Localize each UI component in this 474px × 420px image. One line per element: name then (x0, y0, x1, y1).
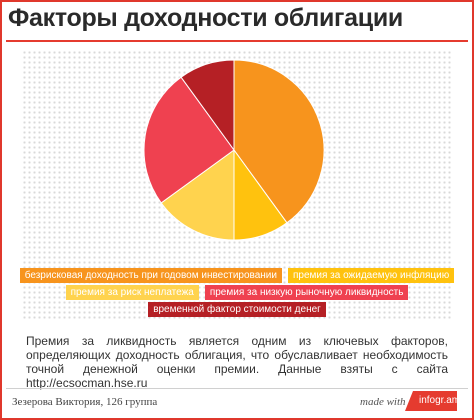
author-credit: Зезерова Виктория, 126 группа (12, 396, 158, 408)
title-divider (6, 40, 468, 42)
legend-row: премия за риск неплатежа премия за низку… (65, 285, 409, 300)
footer-divider (6, 388, 468, 389)
pie-slice-risk-free[interactable] (233, 59, 325, 224)
made-with-label: made with (360, 396, 406, 408)
pie-slice-liquidity[interactable] (143, 76, 235, 204)
legend-item-risk-free[interactable]: безрисковая доходность при годовом инвес… (19, 268, 282, 283)
brand-logo[interactable]: infogr.am (405, 391, 461, 411)
legend-item-time-value[interactable]: временной фактор стоимости денег (148, 302, 326, 317)
pie-slice-time-value[interactable] (180, 59, 235, 152)
brand-badge-icon (405, 391, 457, 411)
brand-name: infogr.am (419, 395, 461, 406)
chart-description: Премия за ликвидность является одним из … (26, 334, 448, 390)
legend-row: безрисковая доходность при годовом инвес… (19, 268, 455, 283)
legend-item-liquidity[interactable]: премия за низкую рыночную ликвидность (204, 285, 409, 300)
legend-item-default-risk[interactable]: премия за риск неплатежа (65, 285, 199, 300)
page-title: Факторы доходности облигации (8, 4, 403, 32)
legend-item-inflation[interactable]: премия за ожидаемую инфляцию (287, 268, 455, 283)
legend-row: временной фактор стоимости денег (148, 302, 326, 317)
pie-chart (143, 59, 325, 241)
chart-legend: безрисковая доходность при годовом инвес… (0, 268, 474, 317)
pie-slice-default-risk[interactable] (160, 149, 235, 241)
